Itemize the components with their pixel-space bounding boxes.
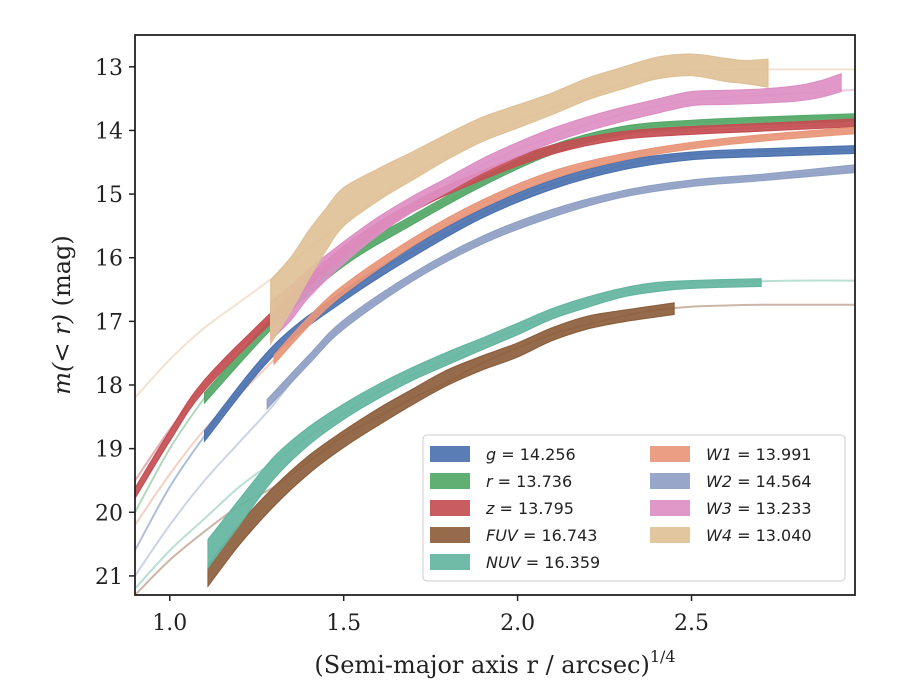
legend-magnitude: = 16.743 <box>518 526 598 545</box>
y-axis-label: m(< r) (mag) <box>48 235 76 395</box>
legend-band-name: r <box>486 472 494 491</box>
legend-band-name: g <box>486 445 496 464</box>
legend-magnitude: = 14.564 <box>732 472 812 491</box>
x-tick-label: 1.5 <box>326 611 361 636</box>
legend-band-name: W3 <box>706 499 732 518</box>
band-w2 <box>266 164 855 411</box>
y-tick-label: 21 <box>95 565 123 590</box>
legend-band-name: NUV <box>486 553 522 572</box>
legend-swatch-r <box>430 473 470 489</box>
x-axis-label-exponent: 1/4 <box>650 647 676 666</box>
band-w1 <box>273 126 855 366</box>
legend-swatch-w4 <box>650 527 690 543</box>
x-tick-label: 1.0 <box>152 611 187 636</box>
band-w4 <box>270 53 769 346</box>
legend-label-w2: W2 = 14.564 <box>706 472 812 491</box>
x-axis-label-text: (Semi-major axis r / arcsec) <box>314 651 649 679</box>
y-tick-label: 14 <box>95 119 123 144</box>
band-w3 <box>270 72 842 342</box>
legend-band-name: FUV <box>486 526 519 545</box>
legend-band-name: W2 <box>706 472 732 491</box>
legend-label-nuv: NUV = 16.359 <box>486 553 600 572</box>
x-axis-label: (Semi-major axis r / arcsec)1/4 <box>314 647 675 679</box>
legend-swatch-nuv <box>430 554 470 570</box>
band-nuv <box>207 278 762 570</box>
x-tick-label: 2.5 <box>674 611 709 636</box>
legend-label-w3: W3 = 13.233 <box>706 499 812 518</box>
y-tick-label: 16 <box>95 247 123 272</box>
legend-swatch-w2 <box>650 473 690 489</box>
legend-label-w1: W1 = 13.991 <box>706 445 812 464</box>
legend-magnitude: = 13.736 <box>493 472 573 491</box>
band-fuv <box>207 302 675 588</box>
plot-frame <box>134 34 856 596</box>
y-tick-label: 15 <box>95 183 123 208</box>
legend-swatch-w3 <box>650 500 690 516</box>
legend-swatch-g <box>430 446 470 462</box>
y-tick-label: 19 <box>95 438 123 463</box>
y-tick-label: 17 <box>95 310 123 335</box>
legend-magnitude: = 13.795 <box>494 499 574 518</box>
legend-magnitude: = 13.233 <box>732 499 812 518</box>
legend-label-r: r = 13.736 <box>486 472 572 491</box>
legend-swatch-z <box>430 500 470 516</box>
legend-label-w4: W4 = 13.040 <box>706 526 812 545</box>
y-tick-label: 18 <box>95 374 123 399</box>
legend-swatch-w1 <box>650 446 690 462</box>
legend-magnitude: = 16.359 <box>521 553 601 572</box>
y-axis-ticks: 13 14 15 16 17 18 19 20 21 <box>95 56 135 590</box>
x-tick-label: 2.0 <box>500 611 535 636</box>
legend-band-name: W1 <box>706 445 732 464</box>
y-tick-label: 13 <box>95 56 123 81</box>
profile-bands <box>135 53 855 588</box>
y-axis-label-unit: (mag) <box>48 235 76 314</box>
y-axis-label-math: m(< r) <box>48 314 76 395</box>
legend-label-z: z = 13.795 <box>485 499 574 518</box>
legend-label-g: g = 14.256 <box>486 445 576 464</box>
legend-magnitude: = 14.256 <box>496 445 576 464</box>
y-tick-label: 20 <box>95 501 123 526</box>
legend-magnitude: = 13.991 <box>732 445 812 464</box>
legend-magnitude: = 13.040 <box>732 526 812 545</box>
legend-label-fuv: FUV = 16.743 <box>486 526 597 545</box>
legend-band-name: W4 <box>706 526 732 545</box>
legend-swatch-fuv <box>430 527 470 543</box>
legend-band-name: z <box>485 499 495 518</box>
x-axis-ticks: 1.0 1.5 2.0 2.5 <box>152 595 709 636</box>
legend-box <box>422 434 846 582</box>
